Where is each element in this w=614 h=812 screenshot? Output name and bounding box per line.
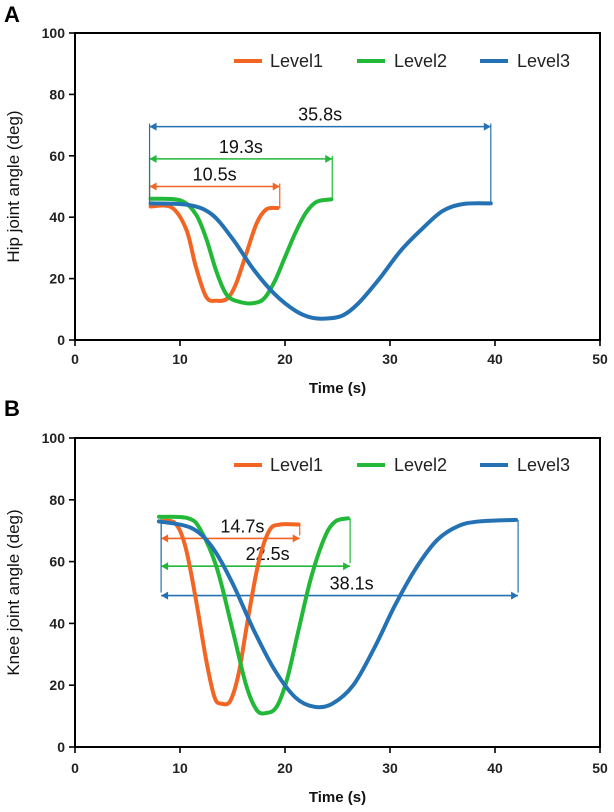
- annotation-label: 35.8s: [298, 105, 342, 125]
- annotation-label: 10.5s: [193, 165, 237, 185]
- annotation-arrowhead-right: [511, 592, 518, 600]
- annotation-arrowhead-left: [161, 562, 168, 570]
- y-tick-label: 0: [57, 739, 65, 755]
- x-tick-label: 10: [172, 760, 188, 776]
- x-tick-label: 40: [487, 351, 503, 367]
- y-axis-title: Hip joint angle (deg): [4, 110, 23, 262]
- annotation-arrowhead-right: [273, 183, 280, 191]
- annotation-arrowhead-left: [161, 534, 168, 542]
- duration-annotation: 19.3s: [150, 137, 333, 163]
- x-axis-title: Time (s): [309, 789, 366, 806]
- y-tick-label: 40: [49, 209, 65, 225]
- y-tick-label: 100: [42, 430, 66, 446]
- legend-label: Level2: [394, 455, 447, 475]
- x-tick-label: 50: [592, 760, 608, 776]
- annotation-arrowhead-left: [150, 123, 157, 131]
- annotation-arrowhead-left: [150, 155, 157, 163]
- x-tick-label: 20: [277, 351, 293, 367]
- series-line-level3: [159, 520, 516, 707]
- annotation-arrowhead-left: [150, 183, 157, 191]
- y-axis-title: Knee joint angle (deg): [4, 509, 23, 675]
- x-tick-label: 50: [592, 351, 608, 367]
- y-tick-label: 40: [49, 615, 65, 631]
- y-tick-label: 80: [49, 492, 65, 508]
- annotation-label: 14.7s: [220, 516, 264, 536]
- legend-label: Level1: [270, 51, 323, 71]
- series-line-level3: [151, 203, 491, 318]
- annotation-arrowhead-right: [484, 123, 491, 131]
- figure: A0 10 20 30 40 50020406080100Time (s)Hip join…: [0, 0, 614, 812]
- x-tick-label: 40: [487, 760, 503, 776]
- x-tick-label: 10: [172, 351, 188, 367]
- y-tick-label: 80: [49, 86, 65, 102]
- annotation-label: 22.5s: [246, 544, 290, 564]
- y-tick-label: 60: [49, 554, 65, 570]
- panel-letter: B: [4, 396, 20, 421]
- legend-label: Level1: [270, 455, 323, 475]
- y-tick-label: 20: [49, 271, 65, 287]
- legend-label: Level3: [517, 455, 570, 475]
- panel-letter: A: [4, 2, 20, 27]
- x-tick-label: 30: [382, 760, 398, 776]
- legend-label: Level3: [517, 51, 570, 71]
- x-tick-label: 20: [277, 760, 293, 776]
- x-tick-label: 30: [382, 351, 398, 367]
- duration-annotation: 10.5s: [150, 165, 280, 191]
- x-axis-title: Time (s): [309, 380, 366, 397]
- chart-panel-a: A 0 10 20 30 40 50 0 20 40 60 80 100 Time (s) Hip join…: [4, 2, 608, 397]
- annotation-label: 38.1s: [330, 574, 374, 594]
- legend-label: Level2: [394, 51, 447, 71]
- annotation-arrowhead-right: [325, 155, 332, 163]
- y-tick-label: 60: [49, 148, 65, 164]
- x-tick-label: 0: [71, 760, 79, 776]
- y-tick-label: 0: [57, 332, 65, 348]
- annotation-label: 19.3s: [219, 137, 263, 157]
- y-tick-label: 100: [42, 25, 66, 41]
- y-tick-label: 20: [49, 677, 65, 693]
- annotation-arrowhead-left: [161, 592, 168, 600]
- duration-annotation: 38.1s: [161, 574, 518, 600]
- series-line-level1: [151, 205, 278, 301]
- annotation-arrowhead-right: [343, 562, 350, 570]
- chart-panel-b: B 0 10 20 30 40 50 0 20 40 60 80 100 Time (s) Knee joi…: [4, 396, 608, 806]
- duration-annotation: 35.8s: [150, 105, 491, 131]
- x-tick-label: 0: [71, 351, 79, 367]
- annotation-arrowhead-right: [293, 534, 300, 542]
